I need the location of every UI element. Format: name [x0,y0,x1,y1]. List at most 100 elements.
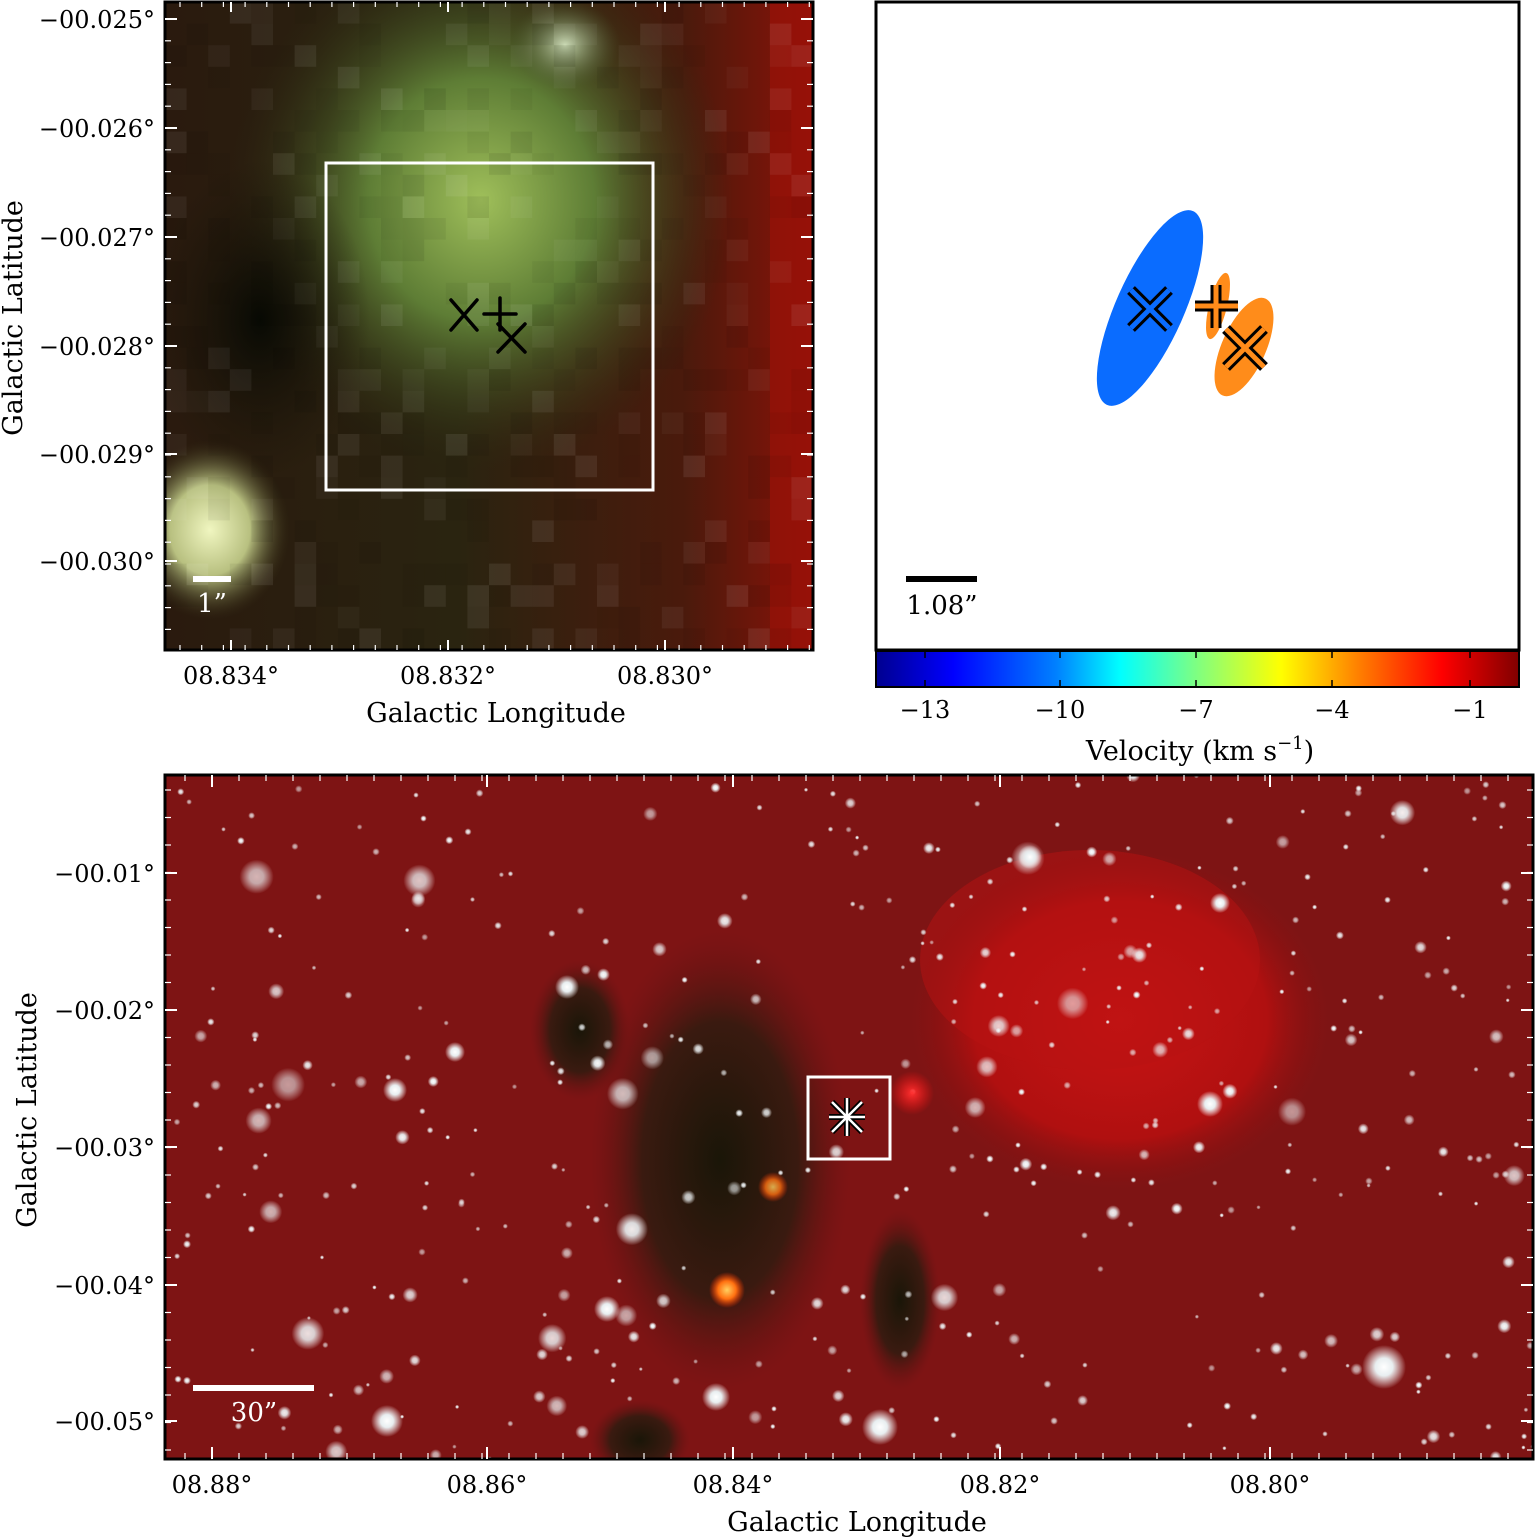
pixel-cell [597,131,619,154]
star [979,946,992,959]
star [1284,1168,1292,1175]
star [1444,1352,1452,1360]
pixel-cell [316,110,338,132]
star [1330,1025,1338,1032]
pixel-cell [791,196,813,218]
star [1269,1342,1283,1355]
pixel-cell [661,347,684,370]
star [893,1193,901,1201]
star [1289,970,1295,976]
star [372,848,380,856]
pixel-cell [618,628,641,650]
pixel-cell [510,304,533,326]
star [829,790,837,797]
pixel-cell [294,239,317,262]
star [322,1341,329,1349]
star [592,1215,601,1224]
pixel-cell [553,66,576,89]
star [546,1395,568,1417]
pixel-cell [208,390,230,413]
pixel-cell [337,66,360,89]
star [239,859,274,894]
pixel-cell [619,218,641,240]
pixel-cell [251,563,273,586]
star [1446,935,1451,941]
star [302,1060,313,1071]
star [561,1167,566,1172]
star [473,1128,478,1133]
pixel-cell [618,369,641,391]
star [1508,1071,1516,1079]
pixel-cell [489,369,511,391]
pixel-cell [445,23,468,46]
star [247,1225,256,1233]
star [640,1046,664,1070]
star [1471,816,1478,822]
pixel-cell [208,240,230,262]
pixel-cell [294,542,317,564]
star [1197,865,1202,870]
star [319,1255,325,1260]
star [1219,1213,1224,1218]
star [565,1220,573,1229]
star [533,1390,546,1403]
pixel-cell [748,585,770,607]
pixel-cell [381,240,403,262]
star [257,1082,265,1089]
pixel-cell [316,132,338,154]
top-left-ticks [165,2,813,650]
star [949,902,956,909]
pixel-cell [402,628,425,650]
orange-plus-marker-icon [1195,285,1238,328]
b-y-axis-title: Galactic Latitude [12,992,43,1228]
star [717,913,733,929]
star [445,1134,451,1140]
star [252,1163,259,1171]
star [277,933,283,939]
pixel-cell [229,369,252,391]
star [1482,781,1490,789]
star [1192,1141,1206,1154]
star [1148,1179,1155,1186]
cb-tick-4: −1 [1452,696,1487,724]
star [1498,825,1504,830]
pixel-cell [662,412,684,434]
star [536,1348,548,1361]
pixel-cell [424,564,446,586]
colorbar-ticks [924,651,1471,687]
b-y-tick-4: −00.05° [54,1408,155,1436]
star [186,799,192,805]
star [332,1307,341,1315]
pixel-cell [554,369,576,391]
star [735,1109,744,1117]
pixel-cell [381,88,403,110]
star [845,826,852,833]
star [418,1248,426,1256]
star [1344,1033,1358,1047]
star [356,824,363,830]
pixel-cell [381,304,403,326]
star [652,942,667,957]
star [849,901,856,907]
pixel-cell [510,196,533,218]
star [966,1331,973,1338]
pixel-cell [359,45,381,67]
star [1473,1066,1479,1072]
star [681,1190,696,1205]
star [672,1377,681,1385]
pixel-cell [229,2,252,24]
pixel-cell [165,45,187,67]
star [1152,1041,1169,1058]
pixel-cell [705,196,727,218]
pixel-cell [683,455,705,478]
top-left-scale-label: 1” [197,589,227,619]
star [929,940,934,945]
b-x-axis-title: Galactic Longitude [727,1507,987,1538]
star [1077,1395,1088,1406]
bright-star [383,1078,407,1102]
star [1501,897,1510,906]
pixel-cell [316,88,338,110]
star [445,836,454,845]
pixel-cell [165,563,187,586]
